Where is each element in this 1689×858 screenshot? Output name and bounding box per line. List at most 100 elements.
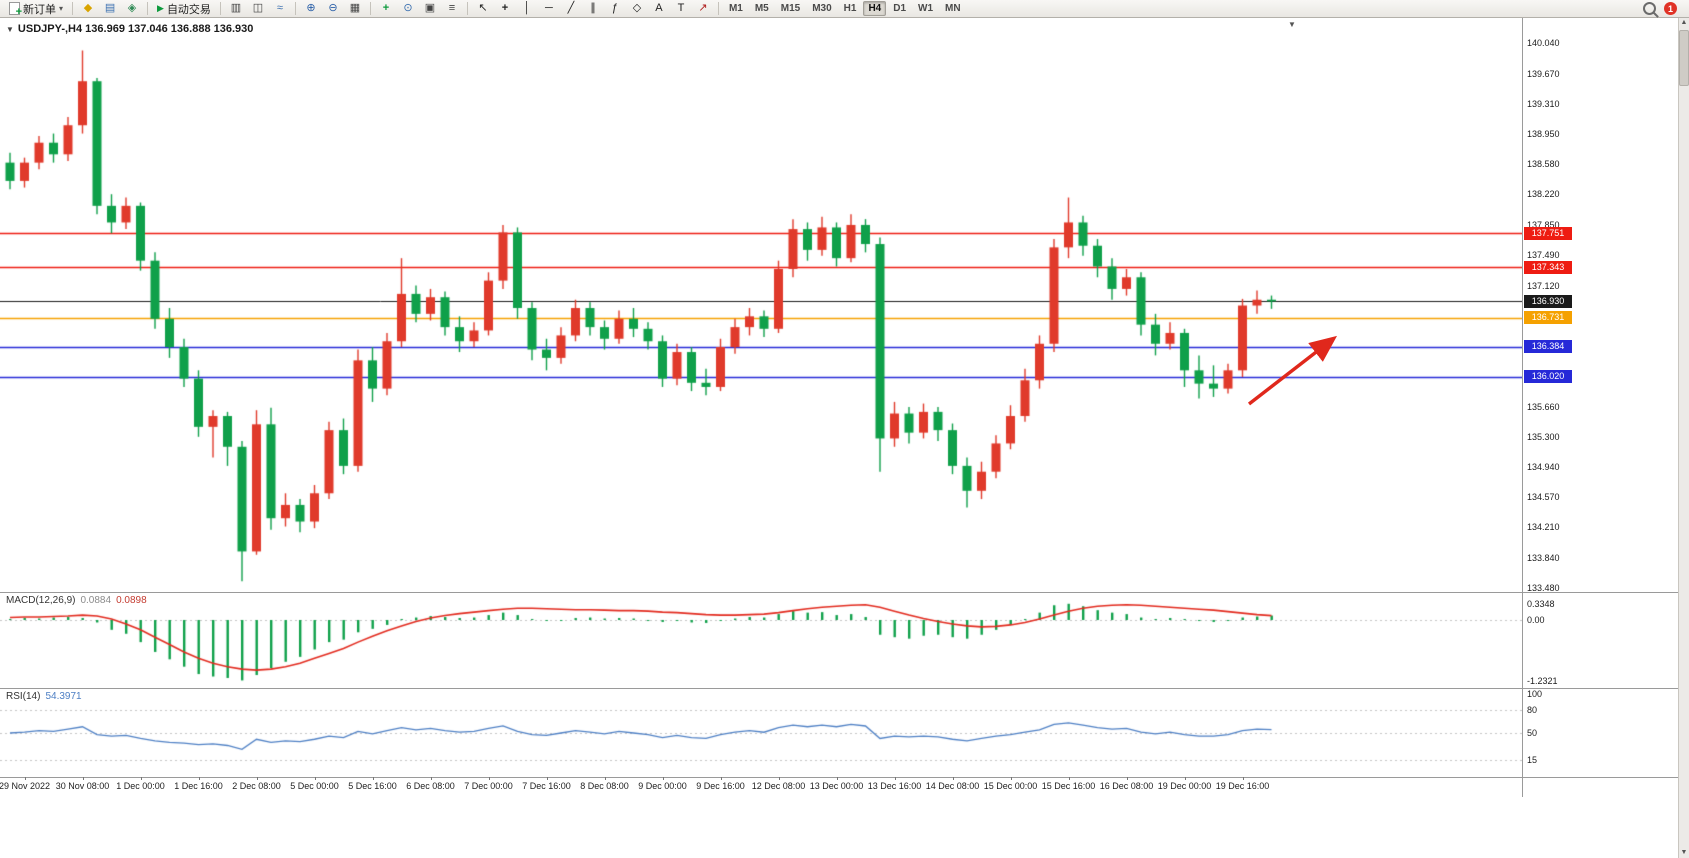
alerts-button[interactable]: ◆ bbox=[78, 0, 98, 17]
timeframe-m1-button[interactable]: M1 bbox=[728, 3, 743, 14]
time-axis-tick bbox=[256, 777, 258, 780]
vertical-line-button[interactable]: │ bbox=[517, 0, 537, 17]
price-tick: 137.120 bbox=[1527, 280, 1560, 291]
rsi-name: RSI(14) bbox=[6, 691, 41, 702]
toolbar-separator bbox=[147, 2, 149, 15]
line-chart-icon: ≈ bbox=[276, 2, 283, 14]
time-axis-label: 1 Dec 00:00 bbox=[116, 781, 165, 791]
trend-arrow-object[interactable] bbox=[1235, 326, 1353, 414]
new-order-icon: + bbox=[9, 2, 22, 18]
templates-button[interactable]: ▣ bbox=[420, 0, 440, 17]
objects-list-icon: ≡ bbox=[448, 2, 456, 14]
periods-icon: ⊙ bbox=[403, 2, 413, 14]
search-icon[interactable] bbox=[1643, 2, 1656, 15]
time-axis-tick bbox=[1010, 777, 1012, 780]
indicators-button[interactable]: + bbox=[376, 0, 396, 17]
timeframe-group: M1 M5 M15 M30 H1 H4 D1 W1 MN bbox=[723, 1, 967, 16]
tile-windows-button[interactable]: ▦ bbox=[345, 0, 365, 17]
periods-button[interactable]: ⊙ bbox=[398, 0, 418, 17]
chart-menu-icon[interactable]: ▼ bbox=[6, 24, 14, 34]
rsi-scale-tick: 80 bbox=[1527, 704, 1538, 715]
time-axis-label: 7 Dec 00:00 bbox=[464, 781, 513, 791]
macd-scale-tick: 0.00 bbox=[1527, 615, 1545, 625]
price-line-badge: 136.020 bbox=[1524, 370, 1572, 384]
vertical-scrollbar[interactable]: ▲ ▼ bbox=[1678, 18, 1689, 858]
time-axis-tick bbox=[314, 777, 316, 780]
panel-divider[interactable] bbox=[0, 688, 1678, 689]
channel-button[interactable]: ∥ bbox=[583, 0, 603, 17]
time-axis-label: 15 Dec 00:00 bbox=[983, 781, 1038, 791]
cursor-button[interactable]: ↖ bbox=[473, 0, 493, 17]
arrow-tools-button[interactable]: ↗ bbox=[693, 0, 713, 17]
trendline-button[interactable]: ╱ bbox=[561, 0, 581, 17]
time-axis-label: 1 Dec 16:00 bbox=[174, 781, 223, 791]
macd-signal-value: 0.0898 bbox=[116, 595, 147, 606]
objects-list-button[interactable]: ≡ bbox=[442, 0, 462, 17]
time-axis-label: 14 Dec 08:00 bbox=[925, 781, 980, 791]
scrollbar-thumb[interactable] bbox=[1679, 30, 1689, 86]
panel-divider[interactable] bbox=[0, 592, 1678, 593]
time-axis-label: 7 Dec 16:00 bbox=[522, 781, 571, 791]
alerts-icon: ◆ bbox=[83, 2, 93, 14]
trendline-icon: ╱ bbox=[567, 2, 575, 14]
horizontal-line-button[interactable]: ─ bbox=[539, 0, 559, 17]
zoom-in-icon: ⊕ bbox=[306, 2, 316, 14]
text-button[interactable]: A bbox=[649, 0, 669, 17]
price-tick: 133.840 bbox=[1527, 553, 1560, 564]
toolbar-separator bbox=[294, 2, 296, 15]
timeframe-w1-button[interactable]: W1 bbox=[918, 3, 934, 14]
price-tick: 139.310 bbox=[1527, 98, 1560, 109]
toolbar: + 新订单 ▾ ◆ ▤ ◈ ▶ 自动交易 ▥ ◫ ≈ ⊕ ⊖ ▦ + ⊙ ▣ ≡ ↖ + │ ─ ╱ ∥ ƒ ◇… bbox=[0, 0, 1689, 18]
data-window-button[interactable]: ◈ bbox=[122, 0, 142, 17]
notification-badge[interactable]: 1 bbox=[1664, 2, 1677, 15]
timeframe-m30-button[interactable]: M30 bbox=[812, 3, 832, 14]
candlestick-icon: ◫ bbox=[252, 2, 264, 14]
timeframe-d1-button[interactable]: D1 bbox=[893, 3, 907, 14]
price-tick: 133.480 bbox=[1527, 583, 1560, 593]
crosshair-button[interactable]: + bbox=[495, 0, 515, 17]
price-line-badge: 137.751 bbox=[1524, 226, 1572, 240]
arrow-tools-icon: ↗ bbox=[698, 2, 708, 14]
text-label-button[interactable]: T bbox=[671, 0, 691, 17]
rsi-scale-tick: 15 bbox=[1527, 755, 1538, 766]
timeframe-m15-button[interactable]: M15 bbox=[780, 3, 801, 14]
timeframe-m5-button[interactable]: M5 bbox=[754, 3, 769, 14]
horizontal-line-icon: ─ bbox=[545, 2, 553, 14]
time-axis-tick bbox=[1184, 777, 1186, 780]
bar-chart-button[interactable]: ▥ bbox=[226, 0, 246, 17]
timeframe-mn-button[interactable]: MN bbox=[945, 3, 961, 14]
price-tick: 134.210 bbox=[1527, 522, 1560, 533]
current-price-badge: 136.930 bbox=[1524, 294, 1572, 308]
new-order-label: 新订单 bbox=[23, 3, 56, 16]
market-watch-button[interactable]: ▤ bbox=[100, 0, 120, 17]
new-order-button[interactable]: + 新订单 ▾ bbox=[4, 1, 68, 18]
scroll-down-icon[interactable]: ▼ bbox=[1680, 849, 1688, 856]
candlestick-button[interactable]: ◫ bbox=[248, 0, 268, 17]
price-tick: 139.670 bbox=[1527, 68, 1560, 79]
toolbar-separator bbox=[219, 2, 221, 15]
bar-chart-icon: ▥ bbox=[230, 2, 242, 14]
line-chart-button[interactable]: ≈ bbox=[270, 0, 290, 17]
shapes-icon: ◇ bbox=[632, 2, 642, 14]
scroll-up-icon[interactable]: ▲ bbox=[1680, 19, 1688, 26]
time-axis-label: 9 Dec 16:00 bbox=[696, 781, 745, 791]
vertical-line-icon: │ bbox=[523, 2, 531, 14]
time-axis-label: 8 Dec 08:00 bbox=[580, 781, 629, 791]
templates-icon: ▣ bbox=[424, 2, 436, 14]
text-label-icon: T bbox=[677, 2, 685, 14]
price-chart-canvas[interactable] bbox=[0, 18, 1522, 797]
timeframe-h1-button[interactable]: H1 bbox=[843, 3, 857, 14]
rsi-indicator-label: RSI(14) 54.3971 bbox=[6, 691, 82, 702]
time-axis-tick bbox=[604, 777, 606, 780]
zoom-out-button[interactable]: ⊖ bbox=[323, 0, 343, 17]
time-axis-tick bbox=[140, 777, 142, 780]
timeframe-h4-button[interactable]: H4 bbox=[863, 1, 887, 16]
shapes-button[interactable]: ◇ bbox=[627, 0, 647, 17]
fibonacci-button[interactable]: ƒ bbox=[605, 0, 625, 17]
zoom-in-button[interactable]: ⊕ bbox=[301, 0, 321, 17]
time-axis-tick bbox=[662, 777, 664, 780]
toolbar-group-insert: + ⊙ ▣ ≡ bbox=[375, 0, 463, 17]
auto-trading-button[interactable]: ▶ 自动交易 bbox=[152, 1, 216, 17]
chart-shift-marker-icon[interactable]: ▼ bbox=[1288, 20, 1296, 29]
channel-icon: ∥ bbox=[590, 2, 596, 14]
